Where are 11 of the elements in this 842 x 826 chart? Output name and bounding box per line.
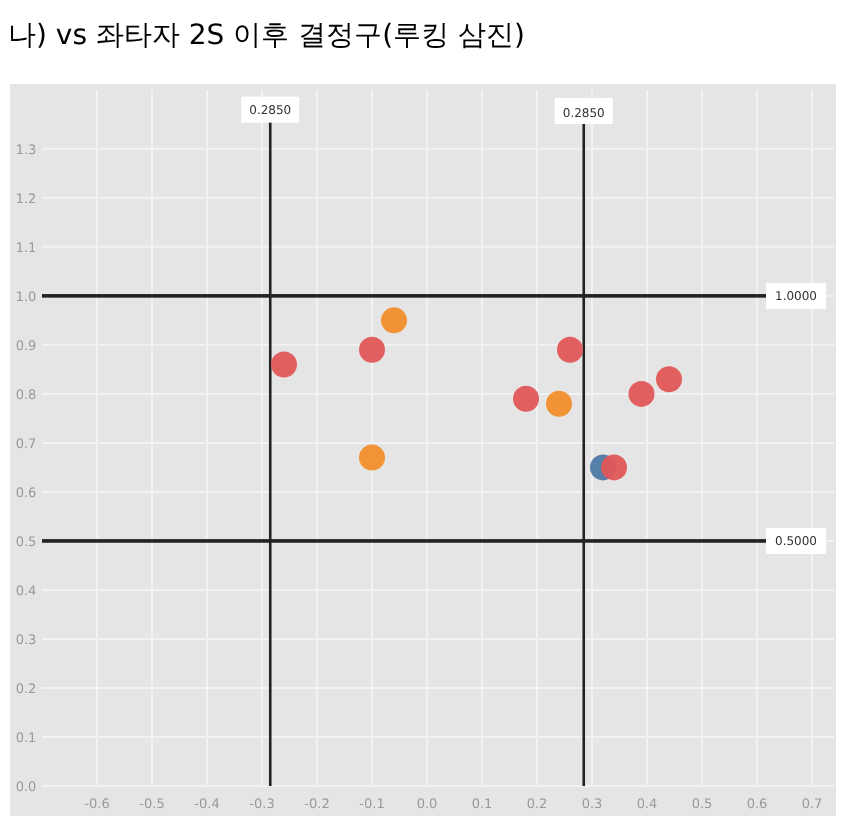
point: [557, 336, 583, 363]
point: [271, 351, 297, 378]
chart-title: 나) vs 좌타자 2S 이후 결정구(루킹 삼진): [8, 20, 525, 52]
point: [656, 366, 682, 393]
point: [546, 390, 572, 417]
point: [381, 307, 407, 334]
point: [359, 444, 385, 471]
point: [628, 380, 655, 407]
point: [359, 336, 385, 363]
point: [513, 385, 539, 412]
point: [601, 454, 627, 481]
